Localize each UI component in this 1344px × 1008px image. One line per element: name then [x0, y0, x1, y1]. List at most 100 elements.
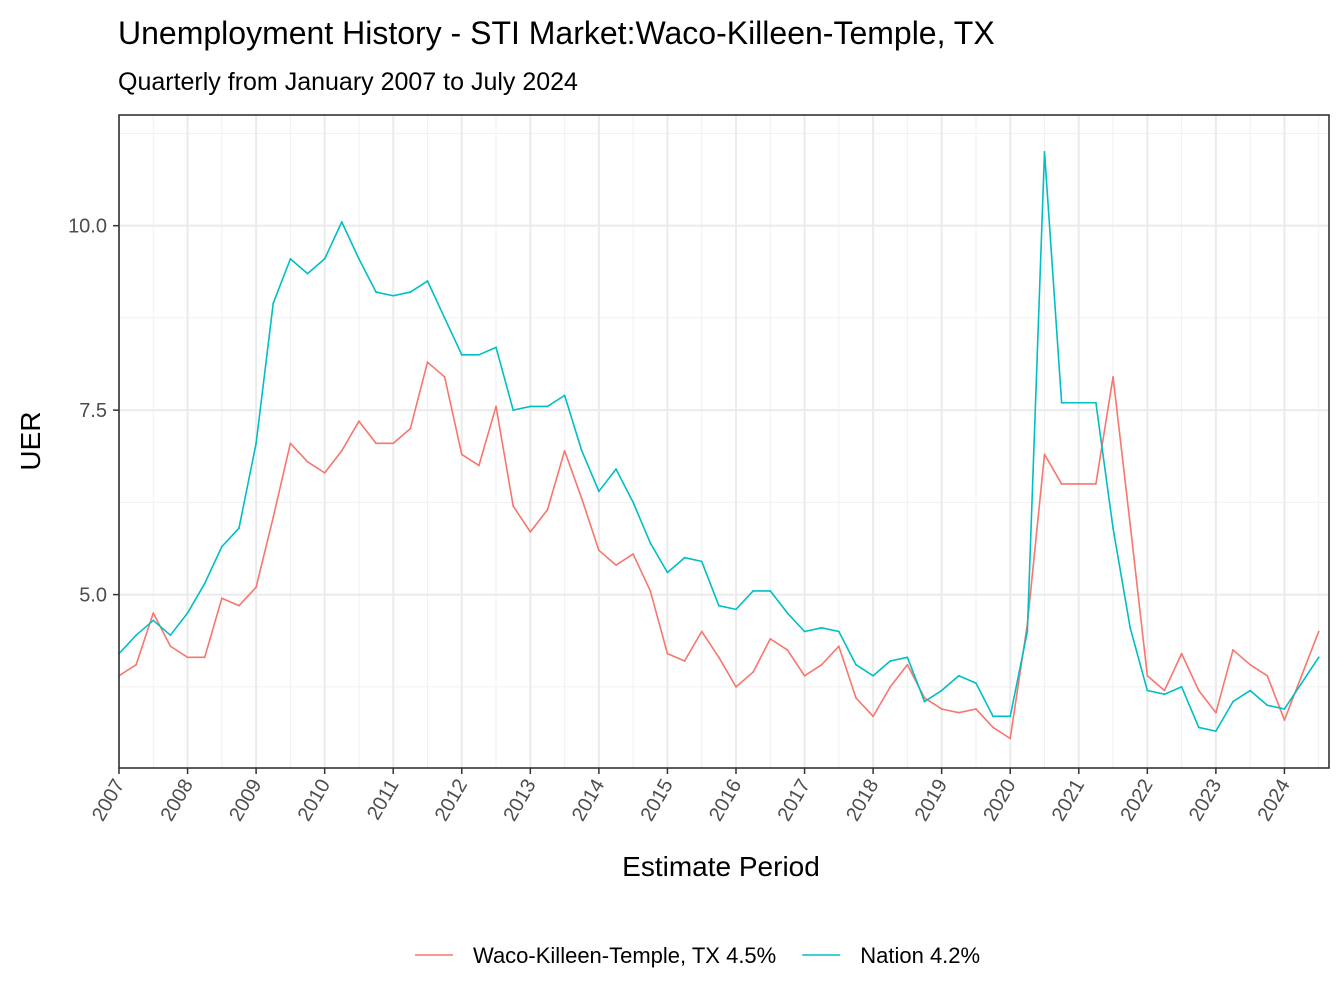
data-point: [837, 630, 840, 633]
chart-subtitle: Quarterly from January 2007 to July 2024: [118, 68, 578, 96]
x-tick-label-9: 2016: [705, 776, 746, 826]
data-point: [238, 604, 240, 607]
x-tick-label-1: 2008: [157, 776, 198, 826]
data-point: [1077, 401, 1080, 404]
x-tick-label-15: 2022: [1116, 776, 1157, 826]
data-point: [1197, 689, 1200, 692]
data-point: [340, 221, 343, 223]
data-point: [1146, 689, 1149, 692]
x-tick-label-17: 2024: [1253, 776, 1294, 826]
data-point: [1283, 719, 1286, 721]
data-point: [1317, 630, 1320, 633]
data-point: [220, 545, 223, 548]
plot-border: [118, 114, 1330, 769]
data-point: [820, 663, 823, 666]
data-point: [1146, 674, 1149, 677]
data-point: [580, 449, 583, 452]
data-point: [392, 294, 395, 297]
data-point: [1009, 737, 1012, 740]
data-point: [1112, 527, 1114, 530]
x-tick-label-16: 2023: [1185, 776, 1226, 826]
data-point: [752, 590, 755, 592]
x-tick-label-7: 2014: [568, 776, 609, 826]
data-point: [615, 468, 617, 471]
data-point: [135, 634, 138, 637]
data-point: [563, 449, 566, 452]
x-tick-label-10: 2017: [774, 776, 815, 826]
data-point: [803, 674, 806, 677]
x-tick-label-14: 2021: [1048, 776, 1089, 826]
data-point: [666, 652, 669, 655]
legend-item-1: Nation 4.2%: [802, 943, 980, 968]
data-point: [769, 590, 772, 592]
data-point: [272, 302, 275, 305]
data-point: [1214, 711, 1217, 714]
data-point: [495, 346, 497, 349]
data-point: [975, 708, 977, 710]
data-point: [1232, 700, 1234, 703]
data-point: [906, 663, 909, 666]
x-tick-label-4: 2011: [363, 776, 404, 824]
x-tick-label-12: 2019: [911, 776, 952, 826]
data-point: [855, 697, 857, 699]
data-point: [1077, 483, 1080, 485]
data-point: [220, 597, 223, 600]
legend-item-0: Waco-Killeen-Temple, TX 4.5%: [415, 943, 776, 968]
legend-label-0: Waco-Killeen-Temple, TX 4.5%: [473, 943, 776, 968]
series-points-0: [118, 361, 1320, 740]
data-point: [1163, 693, 1166, 696]
data-point: [1317, 656, 1320, 659]
data-point: [426, 361, 429, 364]
data-point: [340, 449, 343, 452]
data-point: [597, 549, 600, 552]
data-point: [992, 715, 994, 718]
data-point: [478, 464, 480, 467]
data-point: [289, 442, 292, 445]
data-point: [683, 660, 686, 662]
data-point: [1043, 453, 1046, 456]
data-point: [460, 353, 463, 356]
data-point: [1180, 652, 1183, 655]
data-point: [169, 645, 172, 648]
data-point: [238, 527, 240, 530]
data-point: [649, 542, 652, 544]
data-point: [632, 553, 635, 555]
x-tick-label-3: 2010: [294, 776, 335, 826]
y-axis: 5.0 7.5 10.0: [68, 216, 119, 607]
data-point: [940, 689, 943, 692]
data-point: [443, 376, 446, 378]
data-point: [700, 630, 703, 633]
data-point: [975, 682, 977, 685]
x-tick-label-6: 2013: [499, 776, 540, 826]
data-point: [1249, 663, 1252, 666]
y-tick-label-2: 10.0: [68, 216, 107, 238]
data-point: [203, 582, 206, 585]
data-point: [512, 409, 515, 412]
x-tick-label-8: 2015: [636, 776, 677, 826]
data-point: [940, 708, 943, 710]
data-point: [906, 656, 909, 659]
data-point: [1095, 483, 1097, 485]
data-point: [1266, 704, 1269, 707]
data-point: [1112, 376, 1114, 378]
data-point: [1009, 715, 1012, 718]
data-point: [735, 608, 737, 611]
data-point: [1180, 685, 1183, 688]
data-point: [546, 508, 549, 511]
data-point: [152, 612, 155, 614]
data-point: [1043, 150, 1046, 153]
data-point: [478, 353, 480, 356]
data-point: [306, 272, 309, 275]
series-points-1: [118, 150, 1320, 733]
x-tick-label-2: 2009: [225, 776, 266, 826]
data-point: [1283, 708, 1286, 710]
chart-title: Unemployment History - STI Market:Waco-K…: [118, 15, 995, 51]
legend: Waco-Killeen-Temple, TX 4.5% Nation 4.2%: [415, 943, 980, 968]
data-point: [786, 612, 789, 614]
data-point: [1232, 649, 1234, 651]
x-tick-label-13: 2020: [979, 776, 1020, 826]
data-point: [135, 663, 138, 666]
data-point: [443, 317, 446, 319]
data-point: [375, 291, 377, 293]
